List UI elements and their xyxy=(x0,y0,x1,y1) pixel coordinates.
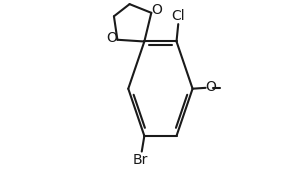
Text: Br: Br xyxy=(133,153,148,167)
Text: O: O xyxy=(106,31,117,45)
Text: O: O xyxy=(205,80,216,94)
Text: Cl: Cl xyxy=(171,9,185,23)
Text: O: O xyxy=(151,3,162,17)
